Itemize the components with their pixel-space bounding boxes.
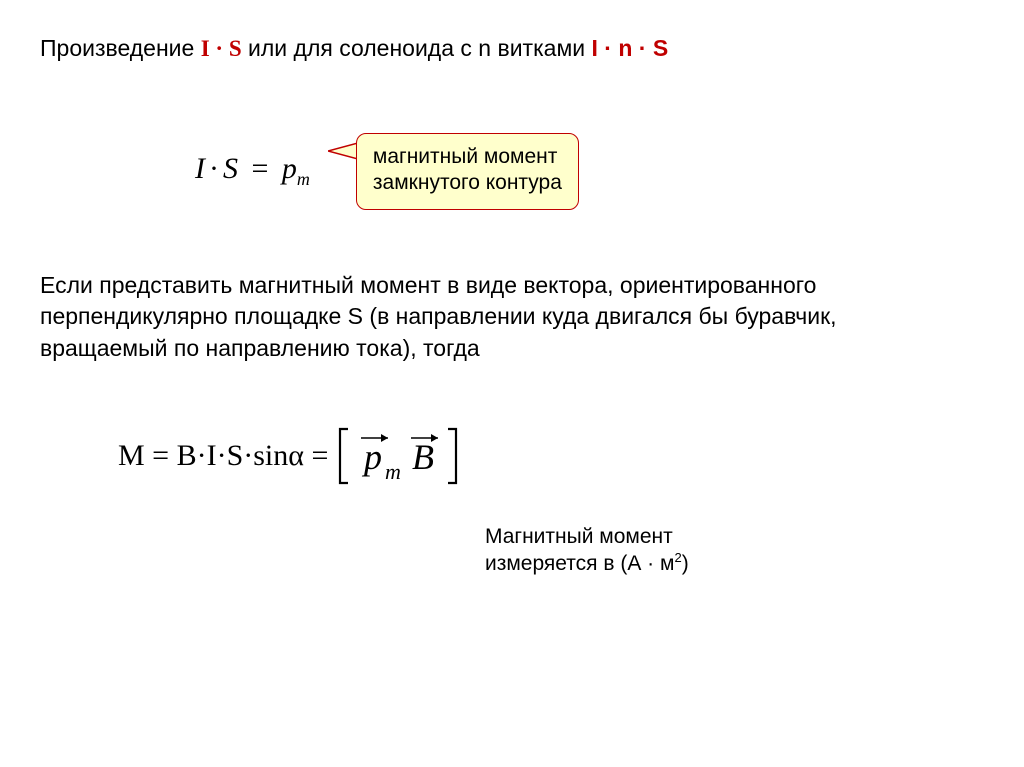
units-line2: измеряется в (А · м2) [485,550,984,577]
callout-tail-icon [328,141,358,163]
units-sup: 2 [674,550,681,565]
callout-box: магнитный момент замкнутого контура [356,133,579,210]
paragraph: Если представить магнитный момент в виде… [40,270,940,365]
eq1-p: p [282,152,297,185]
title-InS: I · n · S [592,35,669,61]
equation-2-row: M = B·I·S·sinα = p m B [118,421,984,491]
eq2-pm-sub: m [385,459,401,484]
vector-cross-product: p m B [336,421,466,491]
equation-1-row: I·S = pm магнитный момент замкнутого кон… [195,133,984,210]
callout-wrap: магнитный момент замкнутого контура [356,133,579,210]
units-line2b: ) [682,552,689,575]
callout-line2: замкнутого контура [373,170,562,196]
units-note: Магнитный момент измеряется в (А · м2) [485,523,984,578]
equation-2-text: M = B·I·S·sinα = [118,439,328,473]
eq1-S: S [223,152,238,185]
eq1-sub: m [297,169,310,189]
title-mid: или для соленоида с n витками [248,35,591,61]
eq1-dot: · [205,152,223,185]
eq1-I: I [195,152,205,185]
eq1-equals: = [246,152,275,185]
title-line: Произведение I · S или для соленоида с n… [40,32,984,65]
equation-1: I·S = pm [195,152,310,190]
eq2-B-glyph: B [412,437,434,477]
title-IS: I · S [201,36,242,61]
callout-line1: магнитный момент [373,144,562,170]
eq2-p-glyph: p [361,437,382,477]
units-line1: Магнитный момент [485,523,984,550]
title-prefix: Произведение [40,35,201,61]
units-line2a: измеряется в (А · м [485,552,674,575]
